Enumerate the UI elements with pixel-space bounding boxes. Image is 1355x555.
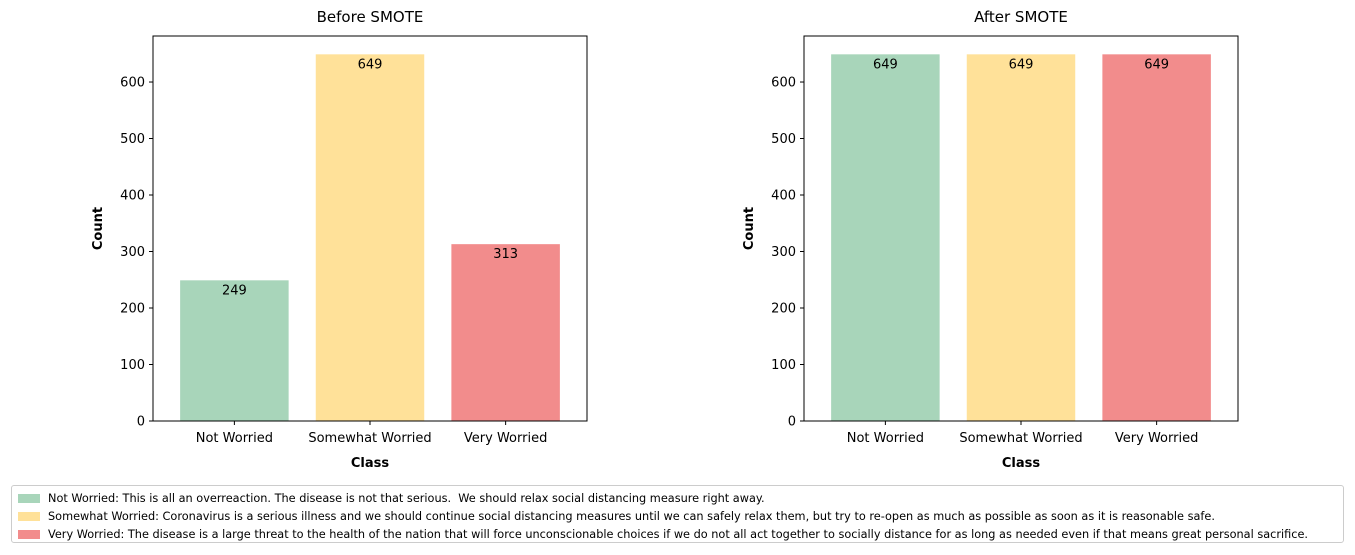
y-axis-label: Count [91, 207, 106, 250]
x-tick-label: Very Worried [1115, 431, 1198, 446]
x-axis-label: Class [351, 456, 390, 470]
y-tick-label: 200 [120, 302, 145, 317]
legend-swatch [18, 511, 40, 521]
bar [451, 244, 560, 421]
legend: Not Worried: This is all an overreaction… [11, 485, 1344, 543]
bar-value-label: 649 [1144, 57, 1169, 72]
bar [831, 54, 940, 421]
bar-value-label: 649 [1009, 57, 1034, 72]
y-tick-label: 400 [120, 189, 145, 204]
y-tick-label: 100 [120, 358, 145, 373]
x-tick-label: Somewhat Worried [308, 431, 431, 446]
bar [966, 54, 1076, 421]
y-tick-label: 200 [771, 302, 796, 317]
y-tick-label: 300 [120, 245, 145, 260]
bar-value-label: 313 [493, 247, 518, 262]
y-tick-label: 100 [771, 358, 796, 373]
bar-value-label: 649 [358, 57, 383, 72]
legend-label: Not Worried: This is all an overreaction… [48, 491, 765, 505]
y-tick-label: 500 [771, 132, 796, 147]
bar [315, 54, 425, 421]
y-axis-label: Count [742, 207, 757, 250]
legend-swatch [18, 529, 40, 539]
chart-title: After SMOTE [974, 8, 1068, 26]
bar-value-label: 649 [873, 57, 898, 72]
legend-item-not-worried: Not Worried: This is all an overreaction… [18, 489, 1343, 507]
y-tick-label: 0 [788, 415, 796, 430]
y-tick-label: 500 [120, 132, 145, 147]
x-axis-label: Class [1002, 456, 1041, 470]
legend-item-somewhat-worried: Somewhat Worried: Coronavirus is a serio… [18, 507, 1343, 525]
y-tick-label: 600 [120, 76, 145, 91]
y-tick-label: 300 [771, 245, 796, 260]
legend-label: Somewhat Worried: Coronavirus is a serio… [48, 509, 1215, 523]
figure: 249 649 313 0 100 200 300 400 500 600 Not Worried S… [91, 8, 1239, 470]
legend-label: Very Worried: The disease is a large thr… [48, 527, 1308, 541]
bar [180, 280, 289, 421]
x-tick-label: Not Worried [847, 431, 924, 446]
chart-title: Before SMOTE [317, 8, 424, 26]
y-tick-label: 600 [771, 76, 796, 91]
legend-item-very-worried: Very Worried: The disease is a large thr… [18, 525, 1343, 543]
legend-swatch [18, 493, 40, 503]
x-tick-label: Not Worried [196, 431, 273, 446]
x-tick-label: Somewhat Worried [959, 431, 1082, 446]
x-tick-label: Very Worried [464, 431, 547, 446]
bar [1102, 54, 1211, 421]
bar-value-label: 249 [222, 283, 247, 298]
y-tick-label: 400 [771, 189, 796, 204]
y-tick-label: 0 [137, 415, 145, 430]
